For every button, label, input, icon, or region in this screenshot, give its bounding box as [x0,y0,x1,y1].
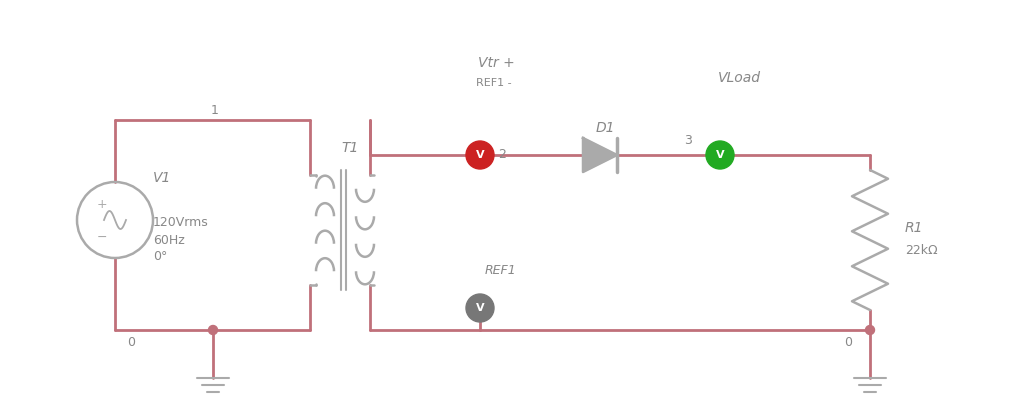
Text: T1: T1 [341,141,358,155]
Circle shape [865,326,874,334]
Text: 120Vrms: 120Vrms [153,217,209,229]
Text: R1: R1 [905,221,924,235]
Text: 0: 0 [844,336,852,349]
Text: 0°: 0° [153,250,167,263]
Text: Vtr +: Vtr + [478,56,515,70]
Circle shape [466,294,494,322]
Text: V: V [716,150,724,160]
Text: −: − [96,230,108,244]
Text: +: + [96,197,108,211]
Text: D1: D1 [595,121,614,135]
Text: 60Hz: 60Hz [153,234,184,247]
Text: 3: 3 [684,133,692,146]
Text: REF1: REF1 [485,263,517,276]
Polygon shape [583,138,617,172]
Circle shape [466,141,494,169]
Text: 22kΩ: 22kΩ [905,244,938,257]
Text: VLoad: VLoad [718,71,761,85]
Text: V: V [476,303,484,313]
Text: V: V [476,150,484,160]
Text: V1: V1 [153,171,171,185]
Text: 2: 2 [498,148,506,161]
Text: 1: 1 [211,104,219,117]
Circle shape [209,326,217,334]
Circle shape [706,141,734,169]
Text: 0: 0 [127,336,135,349]
Text: REF1 -: REF1 - [476,78,512,88]
